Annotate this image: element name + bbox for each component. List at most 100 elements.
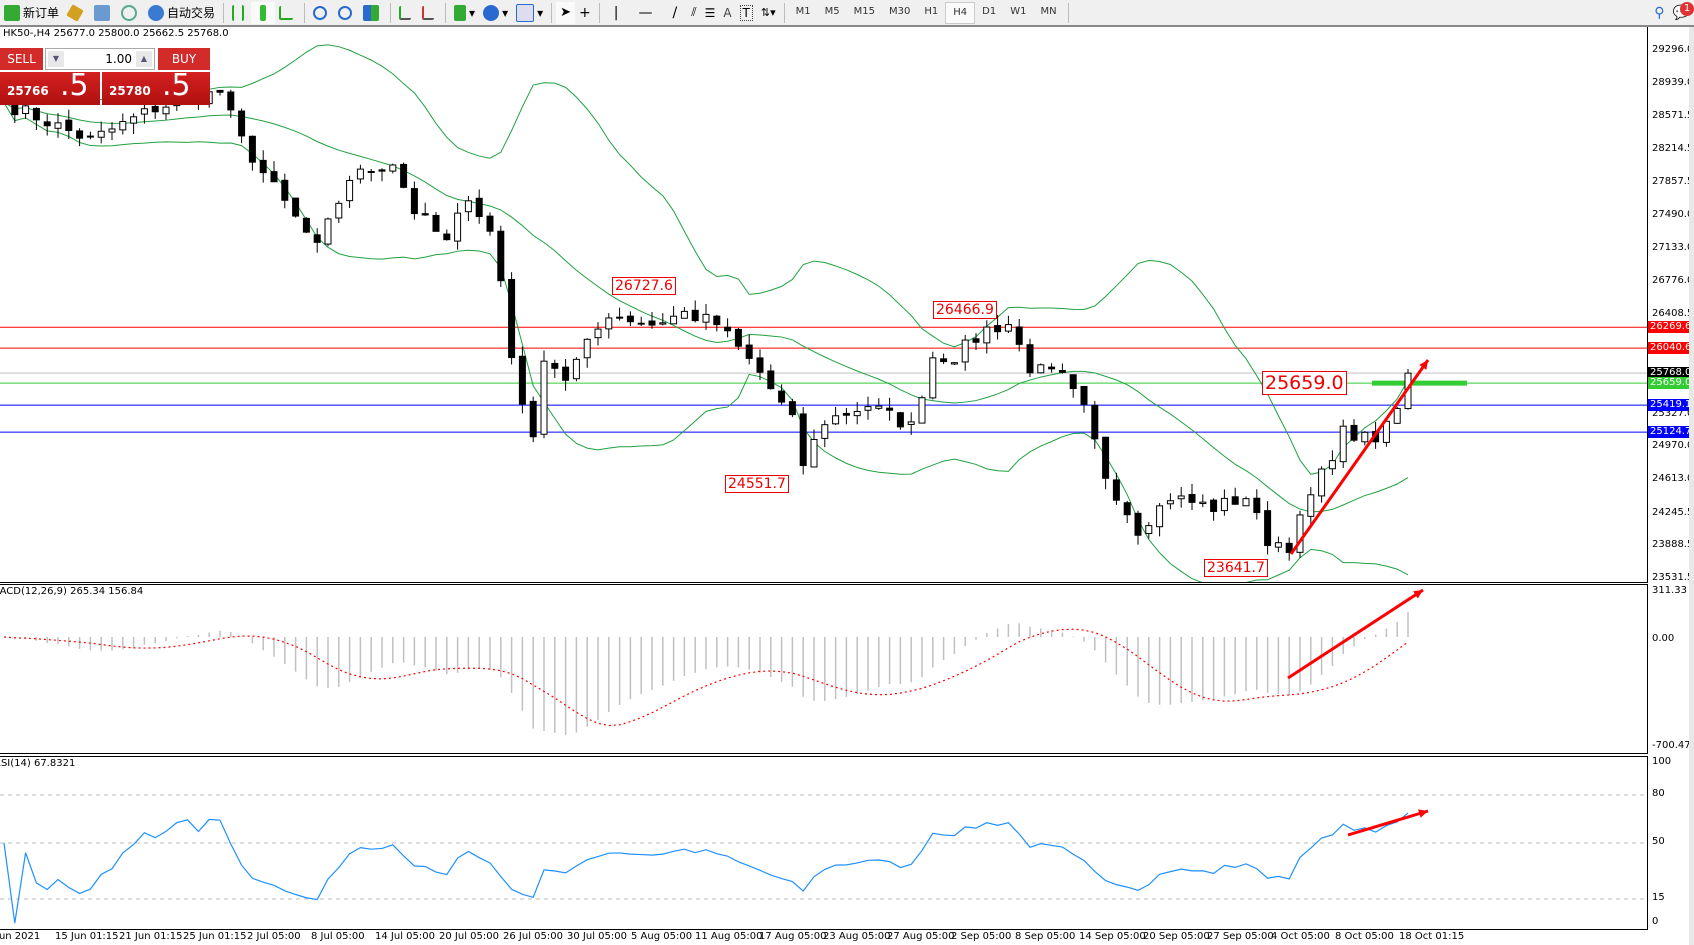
fibo-fan-button[interactable]: ☰: [701, 2, 720, 24]
main-chart-pane[interactable]: HK50-,H4 25677.0 25800.0 25662.5 25768.0: [0, 27, 1648, 583]
timeframe-m15[interactable]: M15: [853, 6, 875, 17]
candle: [1253, 497, 1261, 514]
annotation-low-label[interactable]: 24551.7: [725, 475, 789, 493]
candle: [767, 370, 775, 390]
trendline-button[interactable]: /: [662, 2, 687, 24]
cursor-button[interactable]: ➤: [556, 1, 576, 24]
gold-button[interactable]: [63, 2, 90, 24]
autoscroll-icon: [399, 5, 412, 20]
candle: [1166, 500, 1174, 505]
date-axis-label: 27 Aug 05:00: [887, 931, 955, 942]
buy-price-button[interactable]: 25780.5: [102, 68, 210, 105]
candle: [832, 415, 840, 425]
tile-windows-button[interactable]: [359, 2, 386, 24]
price-axis-label: 28214.5: [1652, 143, 1694, 155]
candle: [1188, 494, 1196, 503]
separator: [1067, 2, 1069, 23]
sell-button[interactable]: SELL: [0, 48, 43, 70]
rsi-pane[interactable]: RSI(14) 67.8321: [0, 756, 1648, 930]
candle: [626, 315, 634, 323]
rsi-chart: [0, 794, 1647, 924]
vertical-line-button[interactable]: |: [604, 2, 629, 24]
macd-chart: [3, 588, 1424, 735]
timeframe-bar: M1 M5 M15 M30 H1 H4 D1 W1 MN: [789, 1, 1064, 24]
terminal-button[interactable]: [90, 2, 117, 24]
auto-trading-button[interactable]: 自动交易: [144, 2, 219, 24]
bar-chart-button[interactable]: [228, 2, 251, 24]
candle: [918, 397, 926, 424]
lot-stepper[interactable]: ▼ 1.00 ▲: [45, 48, 155, 70]
crosshair-button[interactable]: +: [575, 2, 595, 24]
timeframe-h4[interactable]: H4: [945, 1, 976, 24]
timeframe-m30[interactable]: M30: [889, 6, 911, 17]
new-order-button[interactable]: 新订单: [0, 2, 63, 24]
arrows-icon: ⇅▾: [760, 6, 776, 19]
line-chart-button[interactable]: [275, 2, 300, 24]
search-button[interactable]: ⚲: [1650, 2, 1668, 24]
text-button[interactable]: A: [719, 2, 735, 24]
terminal-icon: [94, 4, 111, 21]
horizontal-line-button[interactable]: —: [628, 2, 662, 24]
zoom-out-button[interactable]: [334, 2, 359, 24]
candle: [1350, 424, 1358, 441]
macd-header: MACD(12,26,9) 265.34 156.84: [0, 586, 144, 597]
candle: [454, 212, 462, 242]
candle: [76, 130, 84, 139]
timeframe-w1[interactable]: W1: [1010, 6, 1027, 17]
buy-button[interactable]: BUY: [158, 48, 210, 70]
arrows-button[interactable]: ⇅▾: [757, 2, 780, 24]
cursor-icon: ➤: [560, 5, 572, 20]
label-button[interactable]: T: [736, 2, 757, 24]
candle: [389, 164, 397, 172]
candle-chart-button[interactable]: [251, 1, 276, 24]
chat-button[interactable]: 💬1: [1669, 1, 1694, 24]
bar-chart-icon: [232, 4, 245, 21]
autoscroll-button[interactable]: [395, 2, 418, 24]
candle: [756, 357, 764, 373]
timeframe-d1[interactable]: D1: [982, 6, 997, 17]
zoom-in-button[interactable]: [309, 2, 334, 24]
scrollbar[interactable]: [1689, 27, 1694, 945]
periods-button[interactable]: ▾: [479, 2, 512, 24]
gold-icon: [66, 3, 84, 22]
date-axis-label: 14 Sep 05:00: [1079, 931, 1146, 942]
annotation-low-label[interactable]: 23641.7: [1204, 559, 1268, 577]
timeframe-m5[interactable]: M5: [824, 6, 840, 17]
candle: [400, 163, 408, 188]
candle: [1058, 370, 1066, 373]
candle: [464, 200, 472, 213]
price-axis-label: 28939.0: [1652, 76, 1694, 88]
timeframe-m1[interactable]: M1: [795, 6, 811, 17]
annotation-high-label[interactable]: 26727.6: [612, 277, 676, 295]
macd-pane[interactable]: MACD(12,26,9) 265.34 156.84: [0, 584, 1648, 754]
candle: [32, 107, 40, 121]
lot-input[interactable]: 1.00: [105, 52, 132, 66]
date-axis-label: 14 Jul 05:00: [375, 931, 435, 942]
bollinger-middle-band: [3, 102, 1409, 513]
annotation-level-label[interactable]: 25659.0: [1262, 371, 1347, 395]
lot-decrease-button[interactable]: ▼: [48, 51, 64, 67]
candle: [1080, 385, 1088, 405]
annotation-high-label[interactable]: 26466.9: [933, 301, 997, 319]
candle: [788, 401, 796, 416]
candle: [410, 188, 418, 215]
signal-icon: [121, 4, 138, 21]
candle: [367, 171, 375, 174]
date-axis-label: 20 Jul 05:00: [439, 931, 499, 942]
timeframe-h1[interactable]: H1: [924, 6, 939, 17]
lot-increase-button[interactable]: ▲: [136, 51, 152, 67]
indicators-button[interactable]: ▾: [450, 2, 479, 24]
sell-price-button[interactable]: 25766.5: [0, 68, 100, 105]
date-axis-label: 26 Jul 05:00: [503, 931, 563, 942]
templates-button[interactable]: ▾: [512, 2, 547, 24]
date-axis-label: 11 Aug 05:00: [695, 931, 763, 942]
candle: [529, 400, 537, 438]
rsi-trend-arrow: [1347, 809, 1429, 837]
rsi-axis-label: 15: [1652, 892, 1665, 903]
timeframe-mn[interactable]: MN: [1040, 6, 1057, 17]
date-axis-label: 17 Aug 05:00: [759, 931, 827, 942]
chart-shift-button[interactable]: [418, 2, 441, 24]
candle: [670, 315, 678, 325]
signal-button[interactable]: [117, 2, 144, 24]
fibo-button[interactable]: ⫽: [687, 2, 700, 24]
